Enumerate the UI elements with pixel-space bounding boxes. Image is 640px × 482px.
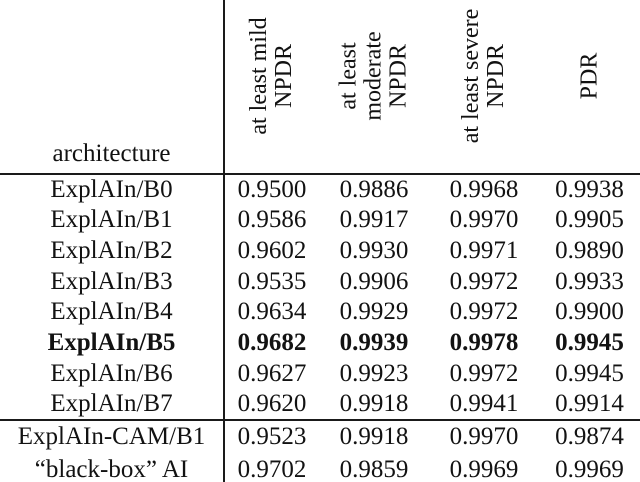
value-cell: 0.9969 — [449, 455, 519, 482]
rotated-label: at least moderate NPDR — [335, 31, 412, 121]
value-cell: 0.9923 — [339, 359, 409, 387]
column-header-line: NPDR — [483, 43, 509, 109]
row-label: ExplAIn/B7 — [50, 390, 173, 418]
value-cell: 0.9939 — [339, 329, 409, 357]
value-cell: 0.9627 — [223, 358, 319, 390]
corner-header-cell: architecture — [0, 0, 224, 174]
value-cell: 0.9602 — [223, 235, 319, 267]
row-label: “black-box” AI — [34, 455, 189, 482]
value-cell: 0.9972 — [449, 359, 519, 387]
value-cell: 0.9918 — [339, 423, 409, 450]
header-row: architecture at least mild NPDR at least m… — [0, 0, 640, 174]
table-row: ExplAIn/B5 0.9682 0.9939 0.9978 0.9945 — [0, 327, 640, 359]
value-cell: 0.9535 — [223, 266, 319, 297]
value-cell: 0.9941 — [449, 390, 519, 418]
value-cell: 0.9938 — [555, 175, 624, 203]
column-header-1: at least moderate NPDR — [319, 0, 429, 174]
value-cell: 0.9682 — [223, 327, 319, 359]
value-cell: 0.9971 — [449, 236, 519, 264]
value-cell: 0.9930 — [339, 236, 409, 264]
value-cell: 0.9702 — [223, 453, 319, 482]
value-cell: 0.9945 — [555, 329, 624, 357]
value-cell: 0.9972 — [449, 298, 519, 326]
value-cell: 0.9859 — [339, 455, 409, 482]
value-cell: 0.9900 — [555, 298, 624, 326]
row-label: ExplAIn/B6 — [50, 359, 173, 387]
value-cell: 0.9970 — [449, 206, 519, 234]
value-cell: 0.9905 — [555, 206, 624, 234]
value-cell: 0.9500 — [223, 174, 319, 205]
value-cell: 0.9906 — [339, 267, 409, 295]
rotated-label: at least severe NPDR — [458, 8, 509, 144]
value-cell: 0.9874 — [555, 423, 624, 450]
value-cell: 0.9620 — [223, 389, 319, 420]
table-row: ExplAIn/B2 0.9602 0.9930 0.9971 0.9890 — [0, 235, 640, 267]
column-header-line: NPDR — [271, 43, 297, 109]
column-header-0: at least mild NPDR — [223, 0, 319, 174]
value-cell: 0.9945 — [555, 359, 624, 387]
row-label: ExplAIn/B5 — [47, 329, 176, 357]
value-cell: 0.9929 — [339, 298, 409, 326]
value-cell: 0.9917 — [339, 206, 409, 234]
table-body: ExplAIn/B0 0.9500 0.9886 0.9968 0.9938 Expl… — [0, 174, 640, 482]
column-header-line: at least — [335, 42, 362, 110]
value-cell: 0.9978 — [449, 329, 519, 357]
value-cell: 0.9890 — [555, 236, 624, 264]
table-row: ExplAIn/B1 0.9586 0.9917 0.9970 0.9905 — [0, 204, 640, 236]
column-header-line: moderate — [360, 31, 387, 121]
value-cell: 0.9972 — [449, 267, 519, 295]
rotated-label: PDR — [576, 52, 602, 100]
value-cell: 0.9933 — [555, 267, 624, 295]
row-label: ExplAIn/B2 — [50, 236, 173, 264]
table-row: ExplAIn/B7 0.9620 0.9918 0.9941 0.9914 — [0, 389, 640, 420]
table-row: ExplAIn/B3 0.9535 0.9906 0.9972 0.9933 — [0, 266, 640, 297]
row-label: ExplAIn/B0 — [50, 175, 173, 203]
value-cell: 0.9586 — [223, 204, 319, 236]
architecture-header-label: architecture — [52, 140, 171, 167]
row-label: ExplAIn-CAM/B1 — [17, 423, 206, 450]
row-label: ExplAIn/B1 — [50, 206, 173, 234]
table-row: ExplAIn/B4 0.9634 0.9929 0.9972 0.9900 — [0, 297, 640, 328]
value-cell: 0.9970 — [449, 423, 519, 450]
value-cell: 0.9914 — [555, 390, 624, 418]
column-header-line: at least mild — [246, 17, 272, 135]
row-label: ExplAIn/B3 — [50, 267, 173, 295]
table-row: “black-box” AI 0.9702 0.9859 0.9969 0.9969 — [0, 453, 640, 482]
column-header-line: NPDR — [385, 43, 412, 109]
value-cell: 0.9634 — [223, 297, 319, 328]
value-cell: 0.9918 — [339, 390, 409, 418]
column-header-2: at least severe NPDR — [429, 0, 539, 174]
value-cell: 0.9523 — [223, 420, 319, 453]
row-label: ExplAIn/B4 — [50, 298, 173, 326]
table-row: ExplAIn/B0 0.9500 0.9886 0.9968 0.9938 — [0, 174, 640, 205]
column-header-3: PDR — [539, 0, 640, 174]
column-header-line: at least severe — [458, 8, 484, 144]
table-row: ExplAIn-CAM/B1 0.9523 0.9918 0.9970 0.9874 — [0, 420, 640, 453]
value-cell: 0.9968 — [449, 175, 519, 203]
column-header-line: PDR — [576, 52, 602, 100]
value-cell: 0.9969 — [555, 455, 624, 482]
table-row: ExplAIn/B6 0.9627 0.9923 0.9972 0.9945 — [0, 358, 640, 390]
value-cell: 0.9886 — [339, 175, 409, 203]
rotated-label: at least mild NPDR — [246, 17, 297, 135]
